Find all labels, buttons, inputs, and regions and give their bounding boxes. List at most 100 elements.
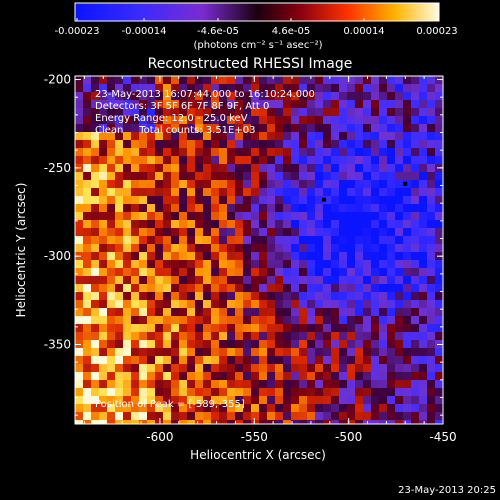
- image-pixel: [219, 332, 227, 340]
- colorbar-tick-label: 0.00014: [343, 26, 384, 37]
- image-pixel: [275, 276, 283, 284]
- image-pixel: [427, 380, 435, 388]
- image-pixel: [299, 316, 307, 324]
- image-pixel: [387, 324, 395, 332]
- image-pixel: [107, 92, 115, 100]
- image-pixel: [83, 324, 91, 332]
- image-pixel: [427, 340, 435, 348]
- image-pixel: [163, 172, 171, 180]
- image-pixel: [299, 244, 307, 252]
- image-pixel: [283, 172, 291, 180]
- image-pixel: [291, 388, 299, 396]
- image-pixel: [395, 284, 403, 292]
- image-pixel: [91, 412, 99, 420]
- image-pixel: [323, 140, 331, 148]
- image-pixel: [371, 236, 379, 244]
- image-pixel: [315, 116, 323, 124]
- image-pixel: [371, 100, 379, 108]
- image-pixel: [403, 164, 411, 172]
- image-pixel: [283, 260, 291, 268]
- image-pixel: [115, 100, 123, 108]
- image-pixel: [179, 380, 187, 388]
- image-pixel: [379, 132, 387, 140]
- image-pixel: [147, 132, 155, 140]
- image-pixel: [219, 236, 227, 244]
- image-pixel: [99, 140, 107, 148]
- image-pixel: [315, 212, 323, 220]
- image-pixel: [315, 380, 323, 388]
- image-pixel: [251, 76, 259, 84]
- image-pixel: [115, 292, 123, 300]
- colorbar-tick-label: -0.00014: [122, 26, 167, 37]
- image-pixel: [419, 308, 427, 316]
- image-pixel: [403, 268, 411, 276]
- image-pixel: [283, 348, 291, 356]
- image-pixel: [291, 276, 299, 284]
- image-pixel: [331, 244, 339, 252]
- image-pixel: [147, 172, 155, 180]
- image-pixel: [91, 388, 99, 396]
- colorbar-tick-label: 0.00023: [416, 26, 457, 37]
- image-pixel: [211, 420, 219, 424]
- image-pixel: [155, 284, 163, 292]
- image-pixel: [91, 108, 99, 116]
- image-pixel: [171, 260, 179, 268]
- image-pixel: [291, 76, 299, 84]
- image-pixel: [299, 84, 307, 92]
- image-pixel: [435, 84, 443, 92]
- image-pixel: [307, 84, 315, 92]
- image-pixel: [307, 348, 315, 356]
- image-pixel: [427, 204, 435, 212]
- image-pixel: [75, 116, 83, 124]
- image-pixel: [259, 340, 267, 348]
- image-pixel: [171, 108, 179, 116]
- image-pixel: [403, 396, 411, 404]
- image-pixel: [163, 132, 171, 140]
- image-pixel: [395, 188, 403, 196]
- image-pixel: [355, 380, 363, 388]
- image-pixel: [363, 220, 371, 228]
- image-pixel: [283, 116, 291, 124]
- image-pixel: [379, 380, 387, 388]
- image-pixel: [115, 92, 123, 100]
- image-pixel: [75, 372, 83, 380]
- image-pixel: [379, 180, 387, 188]
- image-pixel: [419, 204, 427, 212]
- image-pixel: [291, 404, 299, 412]
- image-pixel: [251, 268, 259, 276]
- image-pixel: [171, 300, 179, 308]
- image-pixel: [83, 220, 91, 228]
- image-pixel: [91, 396, 99, 404]
- image-pixel: [363, 364, 371, 372]
- image-pixel: [211, 116, 219, 124]
- image-pixel: [243, 196, 251, 204]
- image-pixel: [299, 324, 307, 332]
- image-pixel: [251, 316, 259, 324]
- image-pixel: [339, 140, 347, 148]
- image-pixel: [187, 356, 195, 364]
- image-pixel: [347, 196, 355, 204]
- image-pixel: [419, 332, 427, 340]
- image-pixel: [355, 92, 363, 100]
- image-pixel: [355, 244, 363, 252]
- image-pixel: [347, 180, 355, 188]
- image-pixel: [243, 364, 251, 372]
- image-pixel: [259, 108, 267, 116]
- image-pixel: [363, 228, 371, 236]
- image-pixel: [75, 324, 83, 332]
- image-pixel: [187, 364, 195, 372]
- image-pixel: [75, 204, 83, 212]
- image-pixel: [379, 244, 387, 252]
- image-pixel: [187, 116, 195, 124]
- image-pixel: [299, 340, 307, 348]
- image-pixel: [107, 228, 115, 236]
- image-pixel: [75, 140, 83, 148]
- image-pixel: [387, 212, 395, 220]
- image-pixel: [435, 388, 443, 396]
- image-pixel: [235, 276, 243, 284]
- image-pixel: [91, 276, 99, 284]
- image-pixel: [107, 244, 115, 252]
- image-pixel: [219, 164, 227, 172]
- image-pixel: [267, 412, 275, 420]
- image-pixel: [243, 316, 251, 324]
